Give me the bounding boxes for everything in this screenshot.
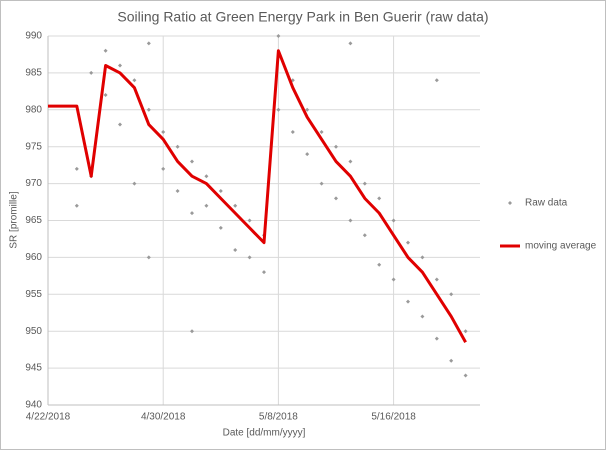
data-point (247, 255, 252, 260)
data-point (218, 188, 223, 193)
data-point (348, 41, 353, 46)
data-point (118, 63, 122, 68)
y-tick-label: 975 (25, 141, 42, 152)
y-tick-label: 965 (25, 215, 42, 226)
legend-label: moving average (525, 241, 597, 252)
data-point (233, 248, 238, 253)
data-point (420, 255, 425, 260)
data-point (362, 233, 367, 238)
data-point (190, 159, 194, 164)
data-point (319, 129, 324, 134)
data-point (146, 107, 151, 112)
legend-marker (508, 201, 512, 205)
data-point (391, 277, 396, 282)
data-point (449, 358, 454, 363)
data-point (362, 181, 367, 186)
data-point (348, 159, 353, 164)
data-point (161, 129, 166, 134)
data-point (175, 144, 180, 149)
data-point (146, 255, 151, 260)
y-tick-label: 980 (25, 104, 42, 115)
y-tick-label: 955 (25, 289, 42, 300)
data-point (377, 262, 382, 267)
data-point (103, 93, 108, 98)
x-tick-label: 5/16/2018 (371, 412, 416, 423)
data-point (391, 218, 396, 223)
data-point (420, 314, 425, 319)
data-point (305, 152, 310, 157)
y-tick-label: 940 (25, 400, 42, 411)
data-point (463, 373, 468, 378)
y-axis-label: SR [promille] (9, 191, 20, 248)
data-point (204, 174, 209, 179)
y-tick-label: 990 (25, 31, 42, 42)
y-tick-label: 950 (25, 326, 42, 337)
data-point (262, 270, 266, 275)
data-point (89, 70, 94, 75)
data-point (290, 129, 295, 134)
data-point (348, 218, 353, 223)
y-tick-label: 970 (25, 178, 42, 189)
data-point (218, 225, 223, 230)
data-point (74, 203, 79, 208)
data-point (406, 299, 410, 304)
data-point (204, 203, 209, 208)
data-point (319, 181, 324, 186)
data-point (74, 166, 79, 171)
chart-title: Soiling Ratio at Green Energy Park in Be… (117, 9, 488, 25)
data-point (103, 48, 108, 53)
x-axis-label: Date [dd/mm/yyyy] (223, 428, 306, 439)
data-point (406, 240, 410, 245)
data-point (146, 41, 151, 46)
x-tick-label: 5/8/2018 (259, 412, 298, 423)
data-point (276, 107, 281, 112)
data-point (449, 292, 454, 297)
data-point (434, 277, 439, 282)
data-point (276, 34, 281, 38)
line (48, 49, 467, 344)
data-point (190, 329, 194, 334)
data-point (334, 196, 338, 201)
data-point (161, 166, 166, 171)
legend-label: Raw data (525, 198, 568, 209)
data-point (463, 329, 468, 334)
y-tick-label: 960 (25, 252, 42, 263)
data-point (190, 211, 194, 216)
data-point (334, 144, 338, 149)
data-point (377, 196, 382, 201)
y-tick-label: 985 (25, 68, 42, 79)
data-point (175, 188, 180, 193)
data-point (132, 181, 137, 186)
data-point (434, 78, 439, 83)
data-point (118, 122, 122, 127)
data-point (434, 336, 439, 341)
data-point (305, 107, 310, 112)
data-point (233, 203, 238, 208)
data-point (247, 218, 252, 223)
x-tick-label: 4/22/2018 (26, 412, 71, 423)
y-tick-label: 945 (25, 363, 42, 374)
x-tick-label: 4/30/2018 (141, 412, 186, 423)
data-point (132, 78, 137, 83)
